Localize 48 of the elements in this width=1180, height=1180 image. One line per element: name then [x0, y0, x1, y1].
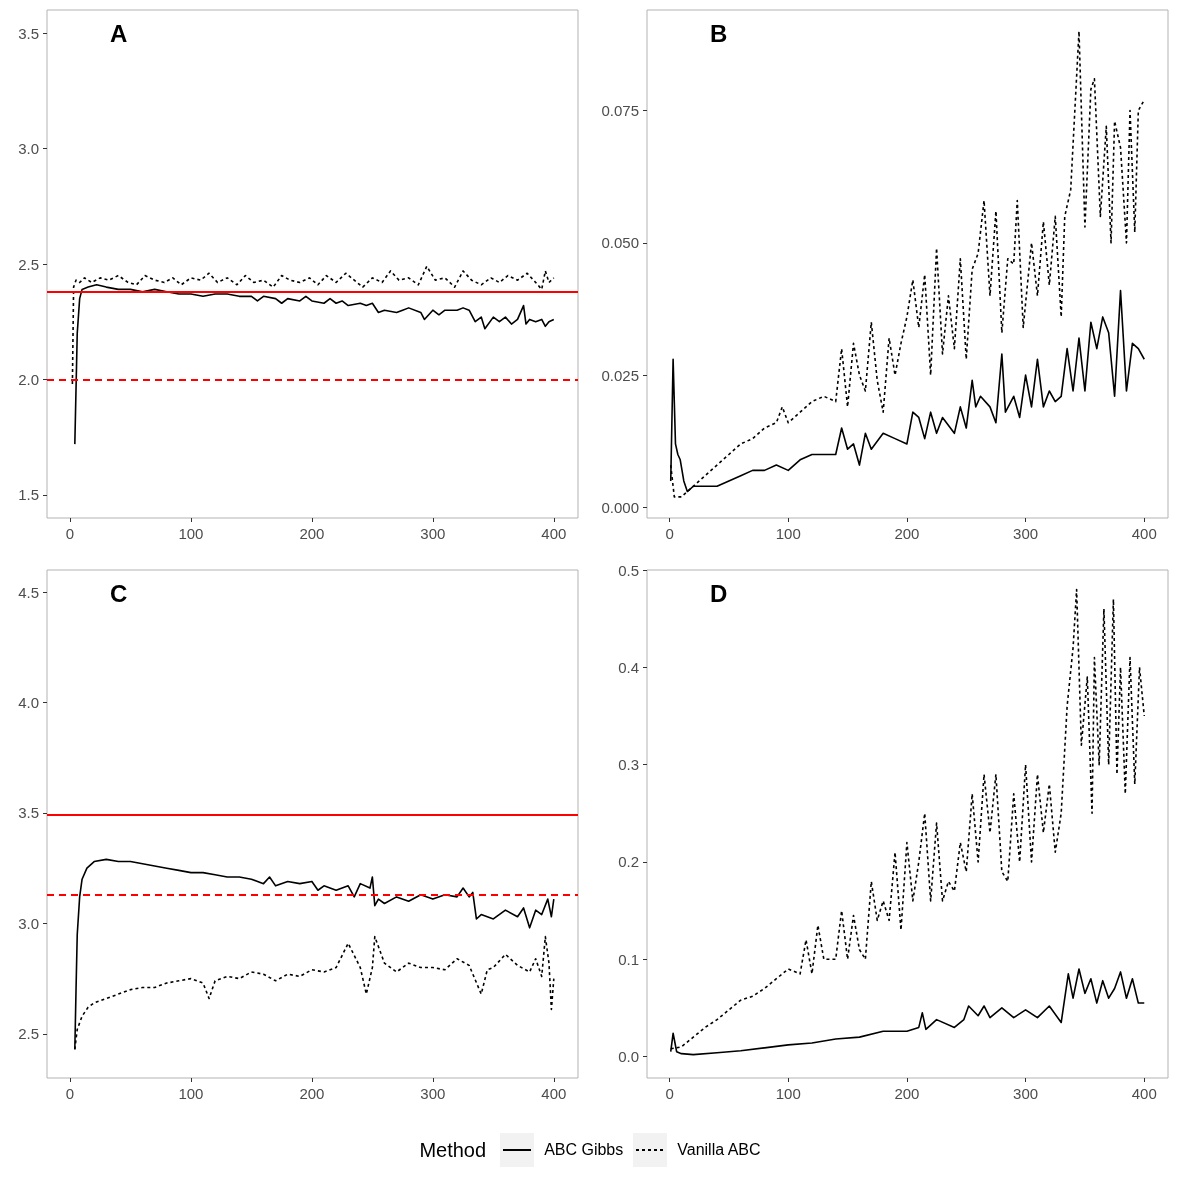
x-tick-label: 100: [775, 1085, 801, 1102]
chart-title: A: [110, 19, 128, 47]
x-tick-label: 200: [894, 525, 920, 542]
x-tick-label: 200: [299, 525, 325, 542]
x-tick-label: 0: [65, 1085, 75, 1102]
x-tick-label: 400: [1131, 525, 1157, 542]
x-tick-label: 100: [178, 525, 204, 542]
y-tick-label: 2.5: [18, 1025, 39, 1043]
y-tick-label: 0.2: [618, 853, 639, 871]
x-tick-label: 400: [541, 1085, 567, 1102]
y-tick-label: 2.0: [18, 370, 39, 388]
y-tick-label: 0.3: [618, 756, 639, 774]
y-tick-label: 3.0: [18, 914, 39, 932]
x-tick-label: 200: [894, 1085, 920, 1102]
legend-label: ABC Gibbs: [544, 1141, 624, 1159]
x-tick-label: 400: [1131, 1085, 1157, 1102]
y-tick-label: 0.0: [618, 1048, 639, 1066]
x-tick-label: 300: [1013, 1085, 1039, 1102]
x-tick-label: 0: [65, 525, 75, 542]
x-tick-label: 200: [299, 1085, 325, 1102]
line-series: [74, 283, 555, 445]
y-tick-label: 2.5: [18, 255, 39, 273]
legend-label: Vanilla ABC: [677, 1141, 761, 1159]
y-tick-label: 0.025: [601, 366, 639, 384]
x-tick-label: 300: [420, 525, 446, 542]
legend-title: Method: [419, 1138, 487, 1162]
y-tick-label: 0.000: [601, 498, 639, 516]
y-tick-label: 4.5: [18, 583, 39, 601]
y-tick-label: 0.075: [601, 102, 639, 120]
y-tick-label: 3.0: [18, 140, 39, 158]
y-tick-label: 3.5: [18, 24, 39, 42]
x-tick-label: 300: [420, 1085, 446, 1102]
x-tick-label: 100: [775, 525, 801, 542]
y-tick-label: 3.5: [18, 804, 39, 822]
y-tick-label: 0.050: [601, 234, 639, 252]
chart-title: D: [710, 579, 728, 607]
y-tick-label: 0.1: [618, 950, 639, 968]
y-tick-label: 4.0: [18, 694, 39, 712]
chart-title: B: [710, 19, 728, 47]
x-tick-label: 400: [541, 525, 567, 542]
y-tick-label: 0.4: [618, 658, 639, 676]
x-tick-label: 0: [665, 525, 674, 542]
chart-title: C: [110, 579, 128, 607]
y-tick-label: 0.5: [618, 561, 639, 579]
y-tick-label: 1.5: [18, 486, 39, 504]
x-tick-label: 0: [665, 1085, 674, 1102]
x-tick-label: 100: [178, 1085, 204, 1102]
x-tick-label: 300: [1013, 525, 1039, 542]
